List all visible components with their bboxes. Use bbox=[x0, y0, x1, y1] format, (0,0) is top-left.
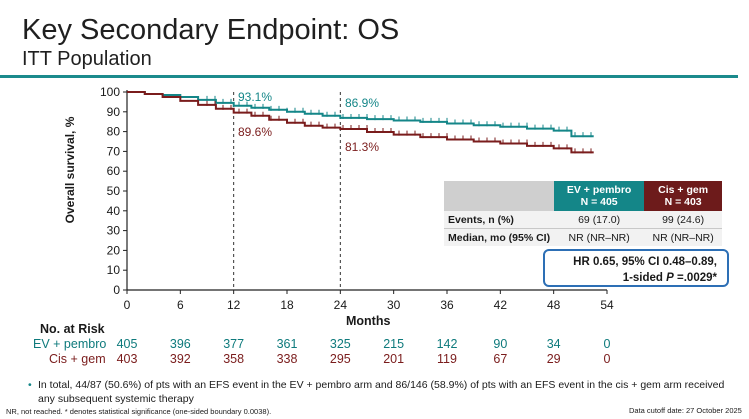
hr-pvalue-p: P bbox=[666, 272, 674, 284]
risk-value-ev: 325 bbox=[329, 337, 351, 351]
risk-value-ev: 90 bbox=[493, 337, 508, 351]
x-tick-label: 0 bbox=[124, 298, 131, 312]
risk-value-ev: 0 bbox=[603, 337, 611, 351]
hazard-ratio-box: HR 0.65, 95% CI 0.48–0.89, 1-sided P =.0… bbox=[543, 249, 729, 287]
stats-cell: NR (NR–NR) bbox=[554, 228, 645, 246]
stats-col-ev-name: EV + pembro bbox=[566, 184, 632, 196]
y-tick-label: 0 bbox=[113, 283, 120, 297]
risk-value-ev: 142 bbox=[436, 337, 458, 351]
y-tick-label: 30 bbox=[107, 224, 121, 238]
hr-pvalue-prefix: 1-sided bbox=[622, 272, 667, 284]
stats-cell: 99 (24.6) bbox=[644, 211, 723, 229]
page-title: Key Secondary Endpoint: OS bbox=[22, 14, 400, 46]
risk-value-cis: 358 bbox=[223, 352, 245, 366]
risk-value-cis: 67 bbox=[493, 352, 508, 366]
stats-cell: 69 (17.0) bbox=[554, 211, 645, 229]
x-tick-label: 6 bbox=[177, 298, 184, 312]
risk-value-ev: 405 bbox=[116, 337, 138, 351]
risk-value-ev: 215 bbox=[383, 337, 405, 351]
stats-col-cis-n: N = 403 bbox=[664, 196, 702, 208]
bullet-text: In total, 44/87 (50.6%) of pts with an E… bbox=[38, 379, 725, 405]
risk-value-cis: 0 bbox=[603, 352, 611, 366]
x-tick-label: 30 bbox=[387, 298, 401, 312]
y-tick-label: 90 bbox=[107, 105, 121, 119]
risk-value-cis: 338 bbox=[276, 352, 298, 366]
y-tick-label: 100 bbox=[100, 85, 120, 99]
ev-pembro-curve bbox=[127, 91, 594, 138]
risk-value-cis: 403 bbox=[116, 352, 138, 366]
risk-table-title: No. at Risk bbox=[40, 322, 105, 336]
risk-value-cis: 29 bbox=[546, 352, 561, 366]
stats-cell: NR (NR–NR) bbox=[644, 228, 723, 246]
annotation-cis-12mo: 89.6% bbox=[238, 125, 273, 139]
stats-col-ev: EV + pembro N = 405 bbox=[554, 181, 645, 211]
annotation-ev-12mo: 93.1% bbox=[238, 90, 273, 104]
y-tick-label: 20 bbox=[107, 243, 121, 257]
risk-value-ev: 377 bbox=[223, 337, 245, 351]
hr-line-2: 1-sided P =.0029* bbox=[545, 270, 717, 286]
stats-col-cis-name: Cis + gem bbox=[658, 184, 709, 196]
risk-value-ev: 361 bbox=[276, 337, 298, 351]
x-tick-label: 54 bbox=[600, 298, 614, 312]
hr-line-1: HR 0.65, 95% CI 0.48–0.89, bbox=[573, 256, 717, 268]
x-tick-label: 24 bbox=[334, 298, 348, 312]
y-tick-label: 50 bbox=[107, 184, 121, 198]
stats-col-ev-n: N = 405 bbox=[580, 196, 618, 208]
cis-gem-curve bbox=[127, 91, 594, 154]
x-tick-label: 18 bbox=[280, 298, 294, 312]
y-tick-label: 80 bbox=[107, 125, 121, 139]
y-tick-label: 10 bbox=[107, 263, 121, 277]
x-tick-label: 36 bbox=[440, 298, 454, 312]
risk-value-ev: 34 bbox=[546, 337, 561, 351]
title-divider bbox=[0, 75, 738, 78]
annotation-cis-24mo: 81.3% bbox=[345, 140, 380, 154]
x-axis-label: Months bbox=[346, 314, 391, 328]
y-tick-label: 70 bbox=[107, 144, 121, 158]
hr-pvalue-value: =.0029* bbox=[673, 272, 717, 284]
risk-value-cis: 295 bbox=[329, 352, 351, 366]
stats-col-cis: Cis + gem N = 403 bbox=[644, 181, 723, 211]
risk-value-cis: 119 bbox=[437, 352, 457, 366]
x-tick-label: 48 bbox=[547, 298, 561, 312]
stats-table: EV + pembro N = 405 Cis + gem N = 403 Ev… bbox=[444, 181, 723, 246]
risk-value-ev: 396 bbox=[169, 337, 191, 351]
risk-row-label-cis: Cis + gem bbox=[49, 352, 106, 366]
data-cutoff: Data cutoff date: 27 October 2025 bbox=[629, 406, 742, 415]
risk-row-label-ev: EV + pembro bbox=[33, 337, 107, 351]
y-tick-label: 40 bbox=[107, 204, 121, 218]
bullet-note: • In total, 44/87 (50.6%) of pts with an… bbox=[28, 378, 733, 406]
stats-row-label: Events, n (%) bbox=[444, 211, 555, 229]
stats-table-corner bbox=[444, 181, 555, 211]
footnote: NR, not reached. * denotes statistical s… bbox=[6, 407, 272, 416]
page-subtitle: ITT Population bbox=[22, 48, 152, 70]
x-tick-label: 42 bbox=[494, 298, 508, 312]
y-axis-label: Overall survival, % bbox=[63, 116, 77, 224]
annotation-ev-24mo: 86.9% bbox=[345, 96, 380, 110]
y-tick-label: 60 bbox=[107, 164, 121, 178]
stats-row-label: Median, mo (95% CI) bbox=[444, 228, 555, 246]
risk-value-cis: 392 bbox=[169, 352, 191, 366]
risk-value-cis: 201 bbox=[383, 352, 405, 366]
x-tick-label: 12 bbox=[227, 298, 241, 312]
bullet-dot-icon: • bbox=[28, 379, 32, 391]
